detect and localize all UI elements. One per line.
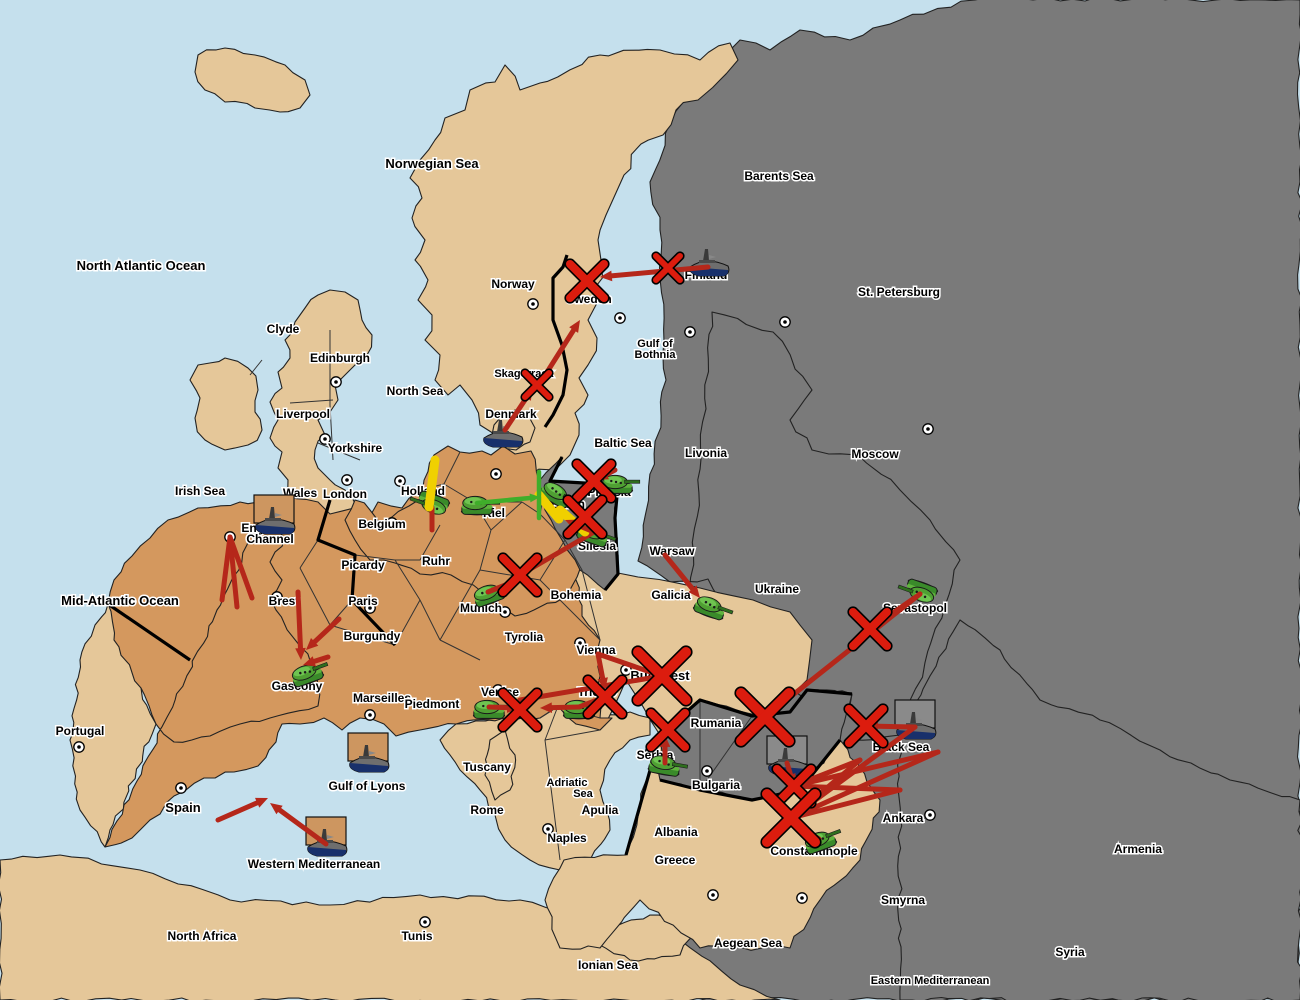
svg-text:Ionian Sea: Ionian Sea [578, 958, 638, 972]
svg-text:North Sea: North Sea [387, 384, 444, 398]
svg-text:Eastern Mediterranean: Eastern Mediterranean [871, 975, 990, 987]
svg-text:Norwegian Sea: Norwegian Sea [385, 156, 479, 171]
svg-text:North Africa: North Africa [168, 929, 237, 943]
svg-text:Bothnia: Bothnia [635, 349, 677, 361]
svg-text:Tunis: Tunis [401, 929, 432, 943]
svg-text:Gulf of Lyons: Gulf of Lyons [329, 779, 406, 793]
svg-text:Brest: Brest [269, 594, 300, 608]
svg-text:Belgium: Belgium [358, 517, 405, 531]
svg-text:Galicia: Galicia [651, 588, 691, 602]
svg-text:Livonia: Livonia [685, 446, 727, 460]
svg-text:Bulgaria: Bulgaria [692, 778, 740, 792]
svg-text:Sea: Sea [573, 788, 593, 800]
svg-text:Syria: Syria [1055, 945, 1085, 959]
svg-text:Western Mediterranean: Western Mediterranean [248, 857, 381, 871]
svg-text:Irish Sea: Irish Sea [175, 484, 225, 498]
svg-text:Picardy: Picardy [341, 558, 385, 572]
svg-text:Spain: Spain [165, 800, 200, 815]
svg-text:Norway: Norway [491, 277, 535, 291]
svg-text:Piedmont: Piedmont [405, 697, 460, 711]
svg-text:Moscow: Moscow [851, 447, 899, 461]
svg-text:Bohemia: Bohemia [551, 588, 602, 602]
svg-text:Ukraine: Ukraine [755, 582, 799, 596]
svg-text:Warsaw: Warsaw [650, 544, 696, 558]
svg-text:Paris: Paris [348, 594, 378, 608]
svg-text:Rumania: Rumania [691, 716, 742, 730]
svg-text:Marseilles: Marseilles [353, 691, 411, 705]
svg-text:Aegean Sea: Aegean Sea [714, 936, 782, 950]
svg-text:North Atlantic Ocean: North Atlantic Ocean [77, 258, 206, 273]
svg-text:Albania: Albania [654, 825, 698, 839]
svg-text:Greece: Greece [655, 853, 696, 867]
svg-text:Burgundy: Burgundy [344, 629, 401, 643]
svg-text:Smyrna: Smyrna [881, 893, 925, 907]
svg-text:Liverpool: Liverpool [276, 407, 330, 421]
svg-text:Ankara: Ankara [883, 811, 924, 825]
svg-text:Tyrolia: Tyrolia [505, 630, 544, 644]
svg-text:Yorkshire: Yorkshire [328, 441, 383, 455]
svg-text:Barents Sea: Barents Sea [744, 169, 814, 183]
svg-text:Mid-Atlantic Ocean: Mid-Atlantic Ocean [61, 593, 179, 608]
svg-text:Portugal: Portugal [56, 724, 105, 738]
svg-text:Naples: Naples [547, 831, 587, 845]
svg-text:London: London [323, 487, 367, 501]
svg-text:Rome: Rome [470, 803, 504, 817]
svg-text:St. Petersburg: St. Petersburg [858, 285, 940, 299]
svg-text:Tuscany: Tuscany [463, 760, 511, 774]
svg-text:Apulia: Apulia [582, 803, 619, 817]
svg-text:Armenia: Armenia [1114, 842, 1162, 856]
svg-text:Baltic Sea: Baltic Sea [594, 436, 652, 450]
svg-text:Ruhr: Ruhr [422, 554, 450, 568]
svg-text:Edinburgh: Edinburgh [310, 351, 370, 365]
svg-text:Clyde: Clyde [267, 322, 300, 336]
